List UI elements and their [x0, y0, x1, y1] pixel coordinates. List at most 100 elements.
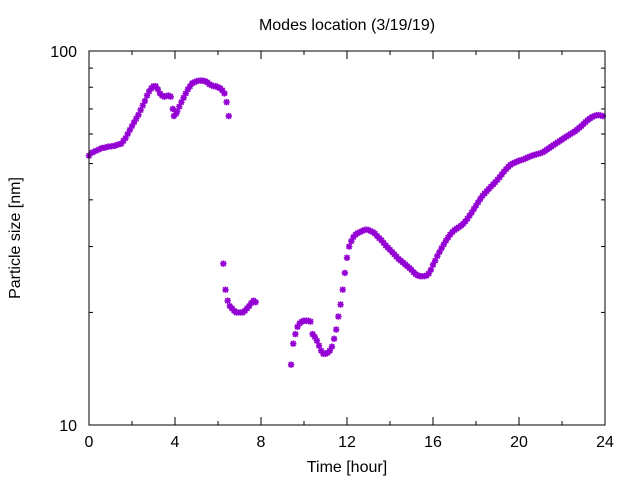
data-point — [89, 149, 96, 156]
x-axis-label: Time [hour] — [307, 459, 387, 476]
x-tick-label: 24 — [596, 434, 614, 451]
data-point — [509, 160, 516, 167]
data-point — [356, 228, 364, 236]
data-point — [599, 112, 607, 120]
data-point — [95, 146, 102, 153]
data-point — [337, 301, 344, 308]
data-point — [222, 286, 229, 293]
data-point — [444, 234, 452, 241]
data-point — [292, 330, 299, 338]
x-tick-label: 20 — [510, 434, 528, 451]
x-axis-ticks: 0 4 8 12 16 20 24 — [85, 51, 614, 451]
data-point — [224, 297, 231, 304]
data-point — [172, 110, 180, 117]
data-point — [333, 326, 340, 333]
data-point — [191, 79, 198, 86]
data-point — [326, 347, 333, 354]
data-point — [128, 122, 136, 130]
data-point — [343, 254, 351, 261]
y-tick-label: 100 — [50, 44, 77, 61]
data-point — [206, 81, 213, 88]
data-point — [294, 323, 301, 331]
data-point — [154, 86, 161, 93]
data-point — [220, 260, 227, 267]
data-point — [466, 212, 473, 219]
data-point — [365, 226, 372, 234]
x-tick-label: 16 — [424, 434, 442, 451]
data-point — [380, 239, 387, 247]
data-point — [520, 156, 527, 163]
data-point — [287, 361, 295, 368]
data-point — [345, 243, 353, 250]
data-point — [146, 88, 153, 95]
data-point — [330, 335, 338, 343]
data-point — [522, 155, 529, 162]
data-point — [137, 106, 144, 114]
data-point — [470, 205, 478, 213]
data-point — [111, 142, 118, 149]
data-point — [120, 137, 127, 145]
data-point — [436, 248, 443, 256]
data-point — [434, 252, 441, 260]
data-point — [152, 83, 159, 90]
data-point — [189, 80, 196, 87]
data-point — [354, 229, 361, 237]
data-point — [442, 237, 450, 244]
data-point — [182, 90, 189, 97]
data-point — [114, 141, 122, 148]
data-point — [313, 337, 321, 344]
data-point — [252, 298, 259, 306]
data-point — [225, 112, 232, 120]
data-point — [135, 111, 142, 119]
data-point — [311, 333, 318, 341]
data-point — [367, 227, 374, 235]
data-point — [440, 241, 447, 248]
x-tick-label: 0 — [85, 434, 94, 451]
data-point — [474, 199, 482, 206]
data-point — [464, 215, 471, 222]
data-point — [124, 130, 131, 138]
data-point — [358, 227, 366, 235]
data-point — [462, 218, 469, 225]
data-point — [315, 342, 323, 349]
data-point — [208, 82, 215, 89]
plot-frame — [88, 50, 606, 426]
data-point — [139, 102, 146, 109]
data-point — [92, 147, 99, 155]
y-axis-label: Particle size [nm] — [7, 177, 24, 299]
chart-title: Modes location (3/19/19) — [259, 17, 435, 34]
data-point — [214, 84, 222, 91]
data-point — [98, 144, 106, 152]
data-point — [176, 103, 183, 110]
y-axis-ticks: 10 100 — [50, 44, 605, 435]
data-point — [472, 202, 480, 209]
data-points — [85, 77, 607, 368]
data-point — [468, 209, 475, 216]
data-point — [180, 94, 187, 101]
data-point — [513, 158, 521, 165]
data-point — [212, 83, 220, 90]
x-tick-label: 4 — [171, 434, 180, 451]
data-point — [223, 98, 230, 106]
data-point — [498, 171, 505, 178]
data-point — [328, 343, 336, 350]
data-point — [169, 105, 177, 113]
data-point — [588, 113, 596, 121]
data-point — [186, 83, 194, 90]
data-point — [526, 153, 533, 160]
data-point — [511, 159, 518, 166]
data-point — [122, 134, 129, 142]
data-point — [184, 86, 192, 93]
data-point — [427, 266, 435, 273]
data-point — [348, 238, 355, 245]
data-point — [496, 173, 503, 181]
data-point — [339, 286, 346, 293]
data-point — [245, 302, 253, 310]
data-point — [178, 98, 185, 106]
y-tick-label: 10 — [59, 418, 77, 435]
data-point — [118, 140, 125, 147]
data-point — [318, 347, 325, 354]
data-point — [219, 87, 226, 94]
data-point — [438, 244, 445, 252]
